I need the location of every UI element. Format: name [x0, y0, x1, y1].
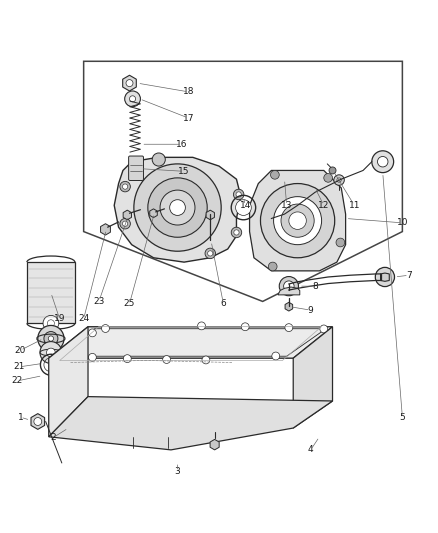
Circle shape	[126, 79, 133, 87]
Circle shape	[134, 164, 221, 251]
Circle shape	[152, 153, 165, 166]
Circle shape	[241, 323, 249, 330]
Text: 17: 17	[183, 114, 194, 123]
Text: 13: 13	[281, 201, 293, 210]
Circle shape	[102, 325, 110, 333]
Polygon shape	[210, 439, 219, 450]
Circle shape	[320, 325, 328, 333]
Text: 5: 5	[399, 413, 405, 422]
Circle shape	[285, 324, 293, 332]
Circle shape	[324, 174, 332, 182]
Circle shape	[202, 356, 210, 364]
Text: 16: 16	[176, 140, 187, 149]
Circle shape	[162, 356, 170, 364]
Circle shape	[334, 175, 344, 185]
Polygon shape	[381, 273, 389, 281]
Polygon shape	[27, 262, 75, 323]
Text: 12: 12	[318, 201, 329, 210]
Text: 14: 14	[240, 201, 251, 210]
Circle shape	[289, 212, 306, 229]
Text: 3: 3	[175, 467, 180, 476]
Text: 1: 1	[18, 413, 23, 422]
Circle shape	[88, 329, 96, 337]
Polygon shape	[250, 171, 346, 271]
Circle shape	[236, 200, 251, 215]
Text: 22: 22	[12, 376, 23, 385]
Text: 10: 10	[397, 219, 408, 228]
Circle shape	[375, 268, 395, 287]
Polygon shape	[31, 414, 45, 430]
Polygon shape	[123, 210, 131, 220]
Circle shape	[130, 96, 136, 102]
Circle shape	[44, 332, 58, 345]
Text: 15: 15	[178, 167, 190, 176]
Polygon shape	[278, 287, 300, 295]
Text: 18: 18	[183, 87, 194, 96]
Circle shape	[34, 417, 42, 425]
Circle shape	[274, 197, 321, 245]
Circle shape	[231, 227, 242, 238]
Circle shape	[124, 354, 131, 362]
Text: 20: 20	[14, 346, 26, 355]
Circle shape	[88, 353, 96, 361]
Circle shape	[208, 251, 213, 256]
Text: 4: 4	[308, 446, 314, 454]
Circle shape	[336, 238, 345, 247]
Circle shape	[268, 262, 277, 271]
Circle shape	[378, 157, 388, 167]
Polygon shape	[49, 327, 332, 358]
Circle shape	[205, 248, 215, 259]
Text: 25: 25	[124, 299, 135, 308]
Circle shape	[271, 171, 279, 179]
Circle shape	[40, 342, 62, 364]
Text: 21: 21	[13, 362, 25, 372]
Circle shape	[62, 352, 70, 360]
Circle shape	[38, 326, 64, 352]
Text: 2: 2	[50, 433, 56, 442]
Polygon shape	[123, 75, 136, 91]
Circle shape	[284, 281, 294, 292]
Circle shape	[43, 316, 59, 331]
Polygon shape	[285, 302, 293, 311]
Text: 7: 7	[406, 271, 412, 280]
Circle shape	[48, 336, 53, 341]
Circle shape	[233, 189, 244, 200]
Circle shape	[329, 167, 336, 174]
Polygon shape	[49, 397, 332, 450]
Text: 6: 6	[220, 299, 226, 308]
Circle shape	[372, 151, 394, 173]
Circle shape	[234, 230, 239, 235]
Text: 11: 11	[349, 201, 360, 210]
Circle shape	[123, 184, 128, 189]
Text: 9: 9	[308, 305, 314, 314]
Polygon shape	[150, 209, 157, 217]
Circle shape	[261, 183, 335, 258]
Circle shape	[120, 181, 131, 192]
Text: 8: 8	[312, 281, 318, 290]
Circle shape	[46, 348, 55, 357]
Circle shape	[125, 91, 141, 107]
Polygon shape	[206, 210, 215, 220]
Polygon shape	[293, 327, 332, 428]
Text: 23: 23	[93, 297, 105, 306]
Circle shape	[272, 352, 280, 360]
Circle shape	[281, 204, 314, 237]
Text: 19: 19	[54, 314, 65, 324]
Text: 24: 24	[78, 314, 89, 324]
Circle shape	[120, 219, 131, 229]
Circle shape	[123, 221, 128, 227]
Circle shape	[236, 192, 241, 197]
Circle shape	[148, 178, 207, 237]
Circle shape	[160, 190, 195, 225]
Polygon shape	[114, 157, 241, 262]
Circle shape	[170, 200, 185, 215]
Polygon shape	[49, 327, 88, 437]
Circle shape	[198, 322, 205, 330]
FancyBboxPatch shape	[129, 156, 144, 181]
Polygon shape	[101, 224, 110, 235]
Circle shape	[279, 277, 298, 296]
